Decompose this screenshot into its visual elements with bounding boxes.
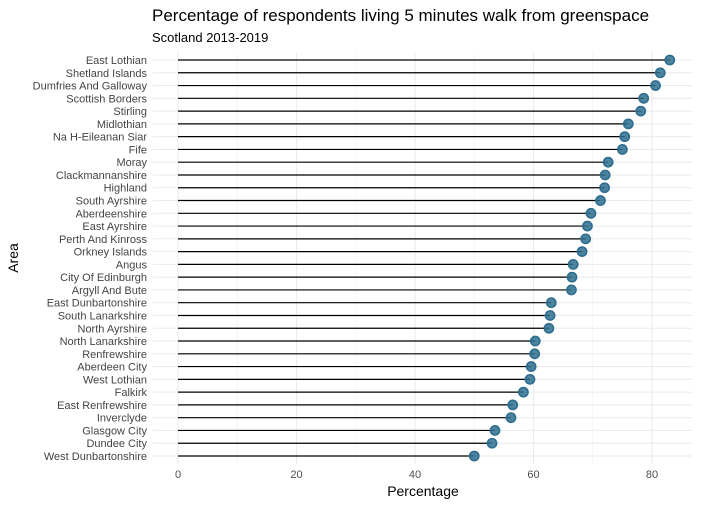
y-tick-label: Perth And Kinross [59,234,148,246]
chart-subtitle: Scotland 2013-2019 [152,30,268,45]
y-tick-label: East Dunbartonshire [47,298,147,310]
y-tick-label: Na H-Eileanan Siar [53,132,147,144]
lollipop-point [664,54,676,66]
lollipop-point [524,373,536,385]
lollipop-point [635,105,647,117]
x-tick-label: 40 [409,469,421,481]
lollipop-point [468,450,480,462]
lollipop-point [505,412,517,424]
y-tick-label: Dundee City [86,438,147,450]
lollipop-point [543,322,555,334]
y-tick-label: Fife [129,144,147,156]
x-tick-label: 80 [646,469,658,481]
lollipop-point [619,131,631,143]
y-tick-label: West Dunbartonshire [44,451,147,463]
y-tick-label: East Renfrewshire [57,400,147,412]
lollipop-point [585,207,597,219]
lollipop-points [468,54,676,462]
lollipop-point [486,437,498,449]
lollipop-point [489,425,501,436]
y-tick-label: Moray [116,157,147,169]
lollipop-point [654,67,666,79]
lollipop-point [599,182,610,194]
y-tick-label: Clackmannanshire [56,170,147,182]
y-tick-label: Falkirk [115,387,148,399]
y-tick-label: Stirling [113,106,147,118]
lollipop-point [582,220,593,232]
lollipop-point [622,118,634,130]
lollipop-point [529,335,541,347]
x-axis-title: Percentage [387,483,459,499]
x-axis-tick-labels: 0 20 40 60 80 [175,469,658,481]
y-tick-label: East Lothian [86,55,147,67]
lollipop-point [525,361,537,372]
y-axis-title: Area [5,243,21,273]
y-tick-label: East Ayrshire [82,221,147,233]
lollipop-point [507,399,519,411]
x-tick-label: 20 [290,469,302,481]
lollipop-point [616,144,628,155]
y-tick-label: City Of Edinburgh [60,272,147,284]
lollipop-point [518,386,529,398]
y-tick-label: Shetland Islands [66,68,148,80]
lollipop-point [576,246,588,258]
y-tick-label: Highland [104,183,147,195]
y-tick-label: South Lanarkshire [58,310,147,322]
x-tick-label: 0 [175,469,181,481]
y-tick-label: Orkney Islands [74,247,148,259]
y-tick-label: Midlothian [97,119,147,131]
lollipop-point [602,156,614,168]
lollipop-point [595,195,606,206]
lollipop-point [638,92,650,104]
y-tick-label: North Ayrshire [78,323,148,335]
y-tick-label: Aberdeenshire [75,208,147,220]
y-tick-label: North Lanarkshire [60,336,147,348]
y-tick-label: Renfrewshire [82,349,147,361]
lollipop-point [529,348,541,360]
lollipop-point [580,233,592,245]
lollipop-point [650,80,661,91]
chart-title: Percentage of respondents living 5 minut… [152,6,649,25]
y-tick-label: Glasgow City [82,425,147,437]
y-tick-label: Inverclyde [97,413,147,425]
y-tick-label: Dumfries And Galloway [33,81,148,93]
lollipop-point [566,284,577,296]
y-tick-label: Aberdeen City [77,362,147,374]
grid-lines [153,52,692,464]
x-tick-label: 60 [527,469,539,481]
y-tick-label: Argyll And Bute [72,285,147,297]
lollipop-stems [178,59,670,457]
lollipop-point [545,297,557,309]
y-tick-label: Scottish Borders [66,93,147,105]
lollipop-point [544,310,556,321]
lollipop-point [599,169,611,181]
y-tick-label: West Lothian [83,374,147,386]
lollipop-point [566,271,578,283]
y-tick-label: Angus [116,259,148,271]
lollipop-point [567,258,579,270]
y-tick-label: South Ayrshire [76,196,147,208]
